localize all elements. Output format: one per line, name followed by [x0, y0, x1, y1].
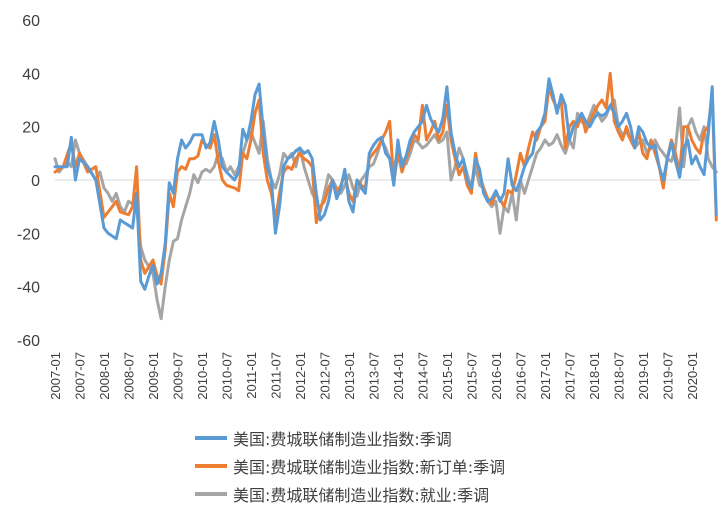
- x-tick-label: 2018-01: [587, 352, 602, 400]
- y-tick-label: 20: [22, 120, 40, 137]
- x-tick-label: 2016-07: [513, 352, 528, 400]
- x-tick-label: 2008-01: [97, 352, 112, 400]
- x-tick-label: 2015-07: [464, 352, 479, 400]
- x-tick-label: 2016-01: [489, 352, 504, 400]
- y-tick-label: -20: [17, 226, 40, 243]
- y-tick-label: 60: [22, 13, 40, 30]
- x-tick-label: 2014-01: [391, 352, 406, 400]
- series-lines: [53, 71, 718, 321]
- x-tick-label: 2007-07: [72, 352, 87, 400]
- x-tick-label: 2020-01: [685, 352, 700, 400]
- x-tick-label: 2010-01: [195, 352, 210, 400]
- x-tick-label: 2018-07: [611, 352, 626, 400]
- series-line-1: [53, 71, 718, 286]
- x-tick-label: 2008-07: [121, 352, 136, 400]
- x-axis: 2007-01 2007-07 2008-01 2008-07 2009-01 2009-…: [48, 179, 700, 400]
- legend-item-new-orders: 美国:费城联储制造业指数:新订单:季调: [195, 452, 505, 480]
- x-tick-label: 2017-01: [538, 352, 553, 400]
- legend-swatch-employment: [195, 492, 227, 496]
- x-tick-label: 2011-07: [268, 352, 283, 399]
- y-tick-label: 40: [22, 66, 40, 83]
- legend-item-composite: 美国:费城联储制造业指数:季调: [195, 424, 505, 452]
- x-tick-label: 2009-01: [146, 352, 161, 400]
- x-tick-label: 2014-07: [415, 352, 430, 400]
- x-tick-label: 2013-01: [342, 352, 357, 400]
- legend-swatch-composite: [195, 436, 227, 440]
- x-tick-label: 2019-01: [636, 352, 651, 400]
- y-tick-label: -40: [17, 280, 40, 297]
- legend-item-employment: 美国:费城联储制造业指数:就业:季调: [195, 480, 505, 508]
- series-line-0: [53, 77, 718, 291]
- y-axis: 60 40 20 0 -20 -40 -60: [17, 13, 40, 350]
- x-tick-label: 2012-01: [293, 352, 308, 400]
- x-tick-label: 2007-01: [48, 352, 63, 400]
- x-tick-label: 2010-07: [219, 352, 234, 400]
- x-tick-label: 2013-07: [366, 352, 381, 400]
- x-tick-label: 2017-07: [562, 352, 577, 400]
- y-tick-label: 0: [31, 173, 40, 190]
- x-tick-label: 2009-07: [170, 352, 185, 400]
- x-tick-label: 2015-01: [440, 352, 455, 400]
- x-tick-label: 2019-07: [660, 352, 675, 400]
- legend-label-employment: 美国:费城联储制造业指数:就业:季调: [233, 486, 490, 505]
- x-tick-label: 2011-01: [244, 352, 259, 399]
- legend: 美国:费城联储制造业指数:季调 美国:费城联储制造业指数:新订单:季调 美国:费…: [195, 424, 505, 508]
- legend-swatch-new-orders: [195, 464, 227, 468]
- y-tick-label: -60: [17, 333, 40, 350]
- legend-label-new-orders: 美国:费城联储制造业指数:新订单:季调: [233, 458, 506, 477]
- x-tick-label: 2012-07: [317, 352, 332, 400]
- legend-label-composite: 美国:费城联储制造业指数:季调: [233, 430, 452, 449]
